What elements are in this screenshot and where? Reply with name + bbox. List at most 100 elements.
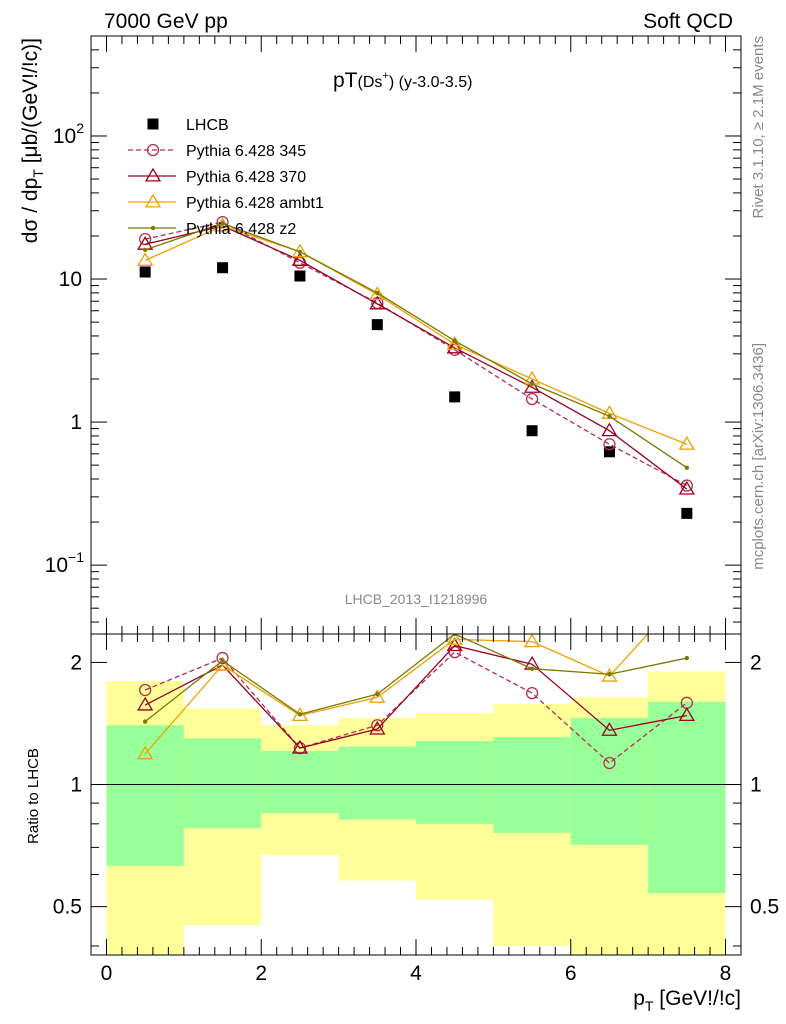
main-series-4 xyxy=(142,221,690,470)
main-series-0 xyxy=(139,262,693,519)
ratio-data-point xyxy=(369,689,386,703)
ratio-band-green xyxy=(416,741,494,824)
ratio-y-tick-label: 0.5 xyxy=(53,896,82,919)
ratio-data-point xyxy=(137,696,154,711)
rivet-version-label: Rivet 3.1.10, ≥ 2.1M events xyxy=(750,36,767,219)
main-data-point xyxy=(217,262,229,274)
ratio-data-point xyxy=(216,651,229,665)
legend: LHCB Pythia 6.428 345 Pythia 6.428 370 Pyth… xyxy=(128,117,324,238)
main-data-point xyxy=(529,381,535,387)
ratio-y-tick-label-right: 0.5 xyxy=(750,896,779,919)
mcplots-label: mcplots.cern.ch [arXiv:1306.3436] xyxy=(750,343,767,570)
ratio-data-point xyxy=(446,634,463,645)
x-tick-label: 4 xyxy=(410,962,422,985)
main-data-point xyxy=(603,446,615,458)
main-series-line xyxy=(145,221,688,487)
plot-title-main: pT xyxy=(333,69,358,92)
main-y-axis-label: dσ / dpT [μb/(GeV!/!c)] xyxy=(19,38,46,243)
ratio-band-green xyxy=(570,717,649,845)
main-data-point xyxy=(681,507,693,519)
ratio-band-green xyxy=(183,738,262,829)
legend-marker xyxy=(147,118,159,130)
main-data-point xyxy=(446,339,463,354)
legend-entry: Pythia 6.428 ambt1 xyxy=(128,193,324,212)
ratio-data-point xyxy=(603,756,616,770)
ratio-data-point xyxy=(452,634,457,637)
main-data-point xyxy=(678,435,695,450)
main-data-point xyxy=(369,295,386,310)
legend-marker xyxy=(144,193,162,208)
ratio-y-tick-label-right: 1 xyxy=(750,774,762,797)
ratio-series-3 xyxy=(142,634,690,724)
main-data-point xyxy=(294,270,306,282)
plot-title: pT(Ds+) (y-3.0-3.5) xyxy=(333,69,472,92)
legend-marker xyxy=(146,143,160,157)
header-category-label: Soft QCD xyxy=(643,10,733,33)
main-y-ticks: 10−1 1 10 102 xyxy=(45,35,741,623)
ratio-y-axis-label: Ratio to LHCB xyxy=(25,748,42,844)
main-y-tick-label: 102 xyxy=(53,120,84,148)
main-data-point xyxy=(371,319,383,331)
main-series-line xyxy=(144,222,688,469)
x-axis-label: pT [GeV!/!c] xyxy=(633,987,741,1014)
main-data-point xyxy=(525,392,539,406)
x-tick-label: 2 xyxy=(255,962,267,985)
header-energy-label: 7000 GeV pp xyxy=(104,10,228,33)
x-tick-label: 0 xyxy=(101,962,113,985)
main-data-point xyxy=(523,379,541,393)
ratio-band-green xyxy=(261,750,339,814)
ratio-y-tick-label-right: 2 xyxy=(750,651,762,674)
plot-title-tail: ) (y-3.0-3.5) xyxy=(389,74,473,91)
ratio-series-1 xyxy=(137,637,695,754)
ratio-data-point xyxy=(525,686,539,700)
main-y-tick-label: 10−1 xyxy=(45,549,85,577)
ratio-data-point xyxy=(529,666,535,671)
legend-entry: Pythia 6.428 370 xyxy=(128,167,306,186)
ratio-data-point xyxy=(523,634,541,648)
ratio-series-2 xyxy=(137,634,649,760)
ratio-data-point xyxy=(297,712,303,717)
main-data-point xyxy=(684,465,690,470)
main-series-1 xyxy=(139,215,693,492)
x-tick-label: 8 xyxy=(720,962,732,985)
ratio-data-point xyxy=(684,655,690,661)
main-data-point xyxy=(526,425,538,437)
legend-label: Pythia 6.428 z2 xyxy=(186,221,296,238)
main-data-point xyxy=(142,247,148,253)
ratio-data-point xyxy=(601,667,618,682)
main-data-point xyxy=(216,215,229,229)
ratio-series xyxy=(137,634,695,770)
legend-entry: Pythia 6.428 345 xyxy=(128,143,306,160)
ratio-data-point xyxy=(448,645,461,659)
ratio-y-ticks: 0.5 0.5 1 1 2 2 xyxy=(53,651,779,947)
main-series-line xyxy=(144,225,688,445)
ratio-data-point xyxy=(142,719,148,724)
legend-entry: Pythia 6.428 z2 xyxy=(128,221,296,238)
ratio-data-point xyxy=(291,707,309,722)
ratio-data-point xyxy=(607,672,612,677)
ratio-data-point xyxy=(137,745,154,760)
main-panel: 10−1 1 10 102 pT(Ds+) (y-3.0-3.5) LHCB_2013… xyxy=(19,35,742,635)
ratio-band-green xyxy=(106,725,184,866)
analysis-label: LHCB_2013_I1218996 xyxy=(345,591,488,607)
main-data-point xyxy=(369,286,386,301)
main-data-point xyxy=(449,391,461,403)
ratio-data-point xyxy=(678,707,695,722)
ratio-series-line xyxy=(144,634,687,723)
ratio-data-point xyxy=(601,722,618,736)
ratio-series-line xyxy=(144,651,688,764)
ratio-data-point xyxy=(139,683,152,697)
ratio-band-green xyxy=(338,746,416,820)
legend-label: LHCB xyxy=(186,117,229,134)
ratio-data-point xyxy=(371,719,384,732)
main-data-point xyxy=(375,290,380,296)
main-data-point xyxy=(601,422,618,437)
legend-label: Pythia 6.428 345 xyxy=(186,143,306,160)
ratio-data-point xyxy=(291,739,309,754)
ratio-data-point xyxy=(220,658,225,663)
main-data-point xyxy=(220,221,225,226)
ratio-series-line xyxy=(144,644,687,749)
main-data-point xyxy=(137,252,154,266)
main-series-line xyxy=(145,225,688,490)
